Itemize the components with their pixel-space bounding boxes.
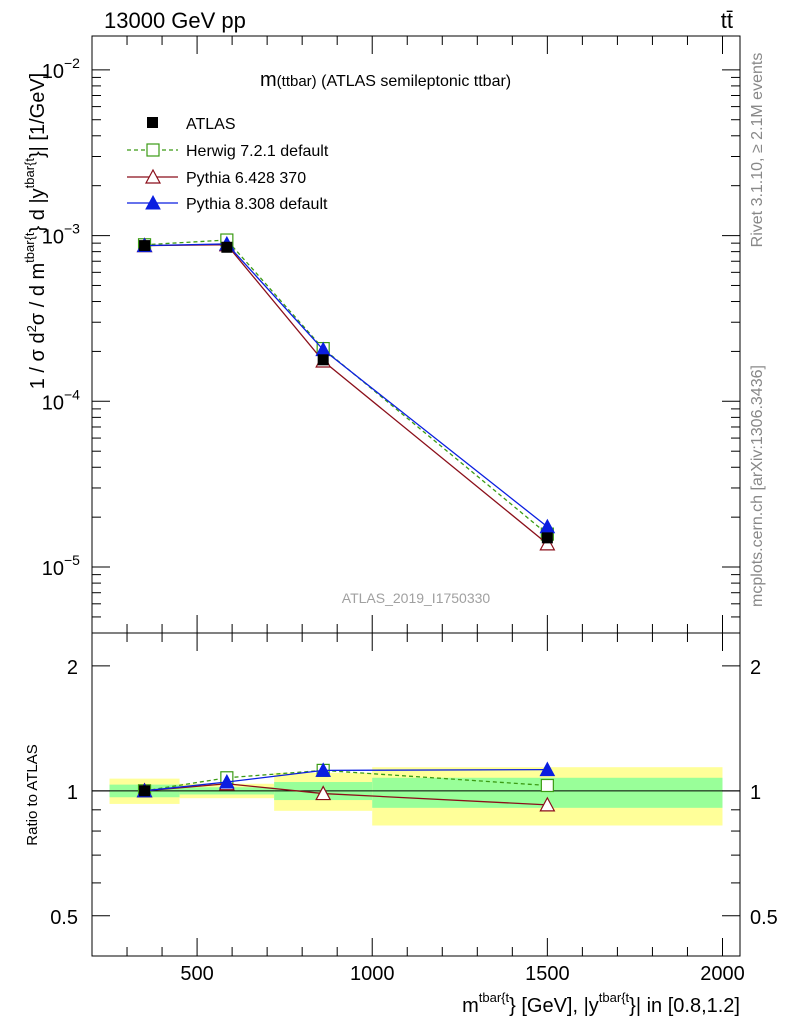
legend-entry-atlas: ATLAS — [147, 116, 236, 133]
ratio-point-pythia-8-308-default — [315, 762, 332, 777]
ratio-y-tick-label-right: 1 — [750, 782, 761, 804]
series-line-herwig-7-2-1-default — [144, 239, 548, 535]
ratio-point-pythia-6-428-370 — [539, 796, 556, 812]
ratio-series-atlas — [139, 785, 151, 797]
ratio-series — [136, 761, 556, 812]
ratio-ticks — [92, 633, 740, 957]
legend-label-pythia6: Pythia 6.428 370 — [186, 170, 306, 187]
main-title-paren: (ttbar) — [277, 73, 317, 90]
main-title-suffix: (ATLAS semileptonic ttbar) — [317, 73, 511, 90]
main-y-tick-label-exp: −3 — [64, 221, 80, 237]
ratio-y-tick-label-left: 0.5 — [50, 907, 78, 929]
main-y-tick-label-exp: −4 — [64, 386, 80, 402]
legend-entry-herwig: Herwig 7.2.1 default — [127, 143, 329, 160]
main-y-tick-label: 10−5 — [42, 552, 80, 580]
legend-label-herwig: Herwig 7.2.1 default — [186, 143, 329, 160]
ratio-point-pythia-8-308-default — [219, 773, 235, 789]
ratio-bands — [109, 767, 723, 826]
ratio-panel: 0.5 0.5 1 1 2 2 500 1000 1500 2000 Ratio to ATLA… — [24, 632, 778, 1017]
ratio-frame — [91, 632, 741, 957]
ratio-y-tick-label-left: 1 — [67, 782, 78, 804]
main-y-tick-label-exp: −2 — [64, 55, 80, 71]
ratio-point-pythia-6-428-370 — [315, 785, 332, 801]
series-line-pythia-8-308-default — [144, 243, 548, 528]
main-ticks — [92, 36, 740, 634]
watermark: ATLAS_2019_I1750330 — [342, 590, 491, 606]
main-ylabel: 1 / σ d2σ / d mtbar{t} d |ytbar{t}| [1/G… — [22, 73, 49, 390]
ratio-y-tick-label-left: 2 — [67, 657, 78, 679]
series-herwig-7-2-1-default — [137, 233, 554, 541]
ratio-x-tick-labels: 500 1000 1500 2000 — [180, 963, 744, 985]
point-atlas — [139, 240, 151, 252]
ratio-line-pythia-6-428-370 — [144, 783, 548, 806]
main-y-tick-label: 10−4 — [42, 386, 80, 414]
main-y-tick-label-base: 10 — [42, 558, 64, 580]
main-y-tick-label-base: 10 — [42, 227, 64, 249]
legend-label-pythia8: Pythia 8.308 default — [186, 196, 328, 213]
legend-marker-pythia8 — [145, 194, 161, 210]
ratio-point-herwig-7-2-1-default — [540, 778, 554, 793]
main-y-tick-label: 10−2 — [42, 55, 80, 83]
x-tick-label: 500 — [180, 963, 213, 985]
legend-marker-pythia6 — [144, 168, 162, 184]
series-atlas — [139, 240, 553, 544]
x-axis-label: mtbar{t} [GeV], |ytbar{t}| in [0.8,1.2] — [462, 990, 740, 1017]
ratio-y-tick-label-right: 2 — [750, 657, 761, 679]
ratio-point-pythia-8-308-default — [539, 761, 556, 777]
header-right: tt̄ — [721, 8, 733, 33]
x-tick-label: 1500 — [525, 963, 570, 985]
legend: ATLAS Herwig 7.2.1 default Pythia 6.428 … — [127, 116, 329, 213]
ratio-ylabel: Ratio to ATLAS — [24, 744, 41, 845]
point-pythia-6-428-370 — [539, 535, 556, 551]
x-tick-label: 1000 — [350, 963, 395, 985]
main-y-tick-label-base: 10 — [42, 61, 64, 83]
series-pythia-8-308-default — [136, 235, 556, 534]
rivet-label: Rivet 3.1.10, ≥ 2.1M events — [749, 53, 766, 248]
main-title-m: m — [260, 69, 277, 91]
legend-marker-herwig — [146, 143, 160, 157]
ratio-y-tick-labels: 0.5 0.5 1 1 2 2 — [50, 657, 778, 929]
legend-entry-pythia8: Pythia 8.308 default — [127, 194, 328, 213]
ratio-line-pythia-8-308-default — [144, 768, 548, 792]
point-pythia-8-308-default — [539, 518, 556, 534]
series-line-pythia-6-428-370 — [144, 244, 548, 545]
ratio-y-tick-label-right: 0.5 — [750, 907, 778, 929]
main-y-tick-label: 10−3 — [42, 221, 80, 249]
header-left: 13000 GeV pp — [104, 8, 246, 33]
ratio-point-atlas — [139, 785, 151, 797]
x-tick-label: 2000 — [700, 963, 745, 985]
legend-marker-atlas — [147, 117, 158, 128]
main-panel: 10−510−410−310−2 ATLAS_2019_I1750330 m(t… — [22, 35, 741, 634]
main-y-tick-label-base: 10 — [42, 392, 64, 414]
main-series — [136, 233, 556, 551]
series-pythia-6-428-370 — [136, 236, 556, 551]
main-y-tick-labels: 10−510−410−310−2 — [42, 55, 80, 580]
mcplots-label: mcplots.cern.ch [arXiv:1306.3436] — [749, 365, 766, 607]
legend-label-atlas: ATLAS — [186, 116, 236, 133]
point-atlas — [541, 532, 553, 544]
main-y-tick-label-exp: −5 — [64, 552, 80, 568]
point-atlas — [221, 241, 233, 253]
point-atlas — [317, 354, 329, 366]
legend-entry-pythia6: Pythia 6.428 370 — [127, 168, 306, 187]
main-title: m(ttbar) (ATLAS semileptonic ttbar) — [260, 69, 511, 91]
